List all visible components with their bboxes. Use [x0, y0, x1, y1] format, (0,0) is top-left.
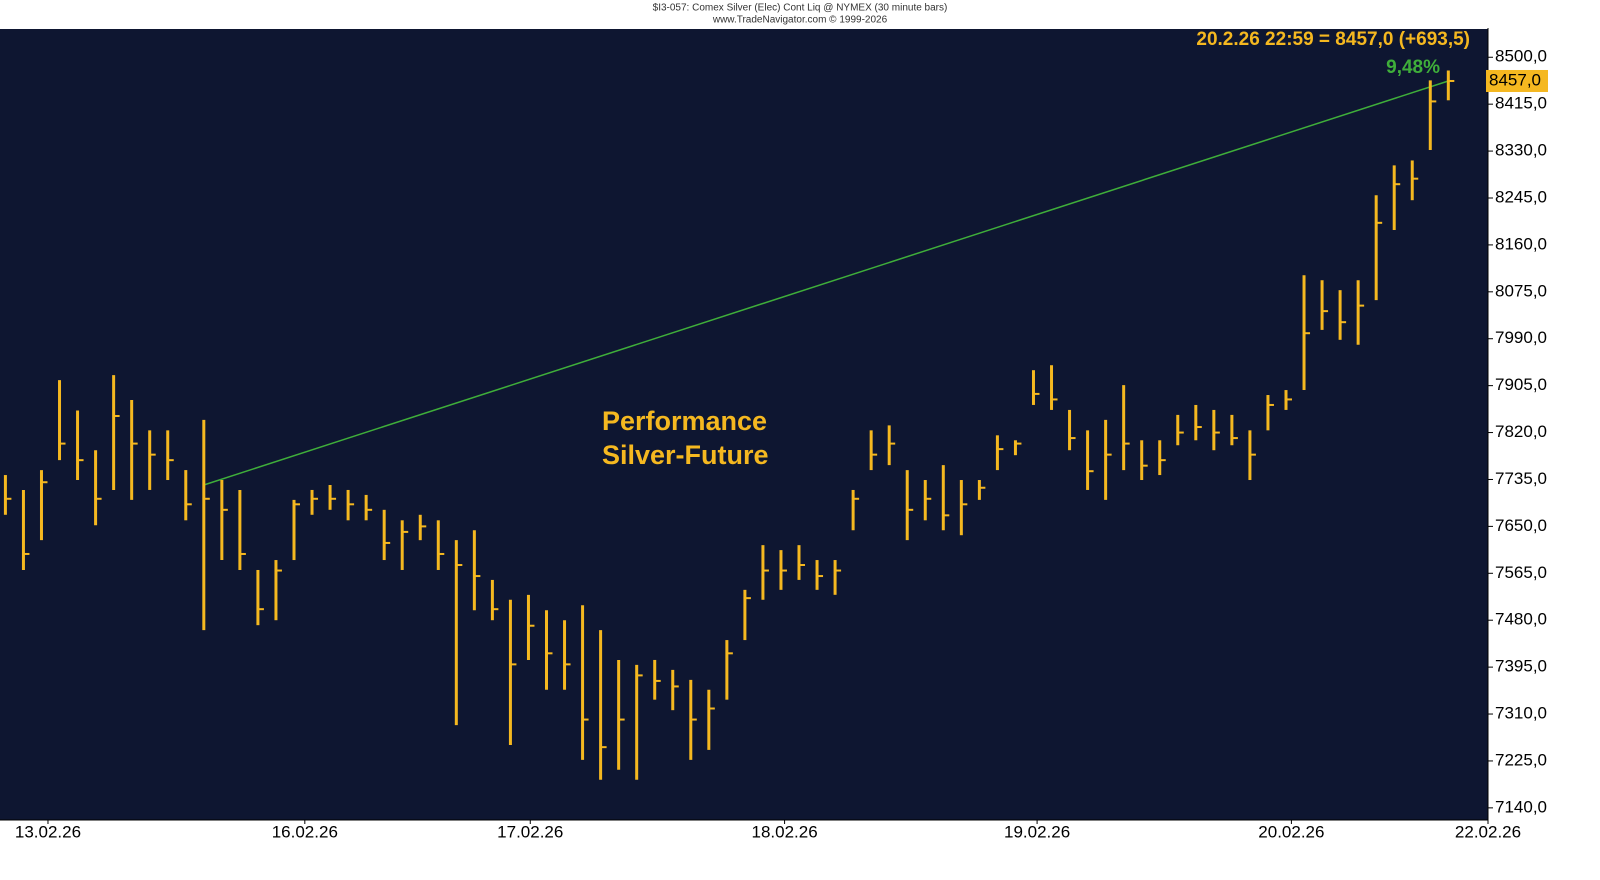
- x-tick-label: 20.02.26: [1258, 822, 1324, 841]
- y-tick-label: 7990,0: [1495, 328, 1547, 347]
- y-tick-label: 7480,0: [1495, 610, 1547, 629]
- y-tick-label: 7225,0: [1495, 750, 1547, 769]
- last-price-badge: [1486, 69, 1548, 92]
- y-tick-label: 8245,0: [1495, 187, 1547, 206]
- y-tick-label: 7905,0: [1495, 375, 1547, 394]
- y-tick-label: 7820,0: [1495, 422, 1547, 441]
- x-tick-label: 13.02.26: [15, 822, 81, 841]
- chart-title: $I3-057: Comex Silver (Elec) Cont Liq @ …: [653, 3, 948, 14]
- annotation: Silver-Future: [602, 440, 769, 470]
- y-tick-label: 7565,0: [1495, 563, 1547, 582]
- y-tick-label: 8415,0: [1495, 94, 1547, 113]
- last-info: 20.2.26 22:59 = 8457,0 (+693,5): [1196, 29, 1470, 50]
- y-tick-label: 7140,0: [1495, 797, 1547, 816]
- performance-label: 9,48%: [1386, 57, 1440, 78]
- x-tick-label: 19.02.26: [1004, 822, 1070, 841]
- y-tick-label: 7735,0: [1495, 469, 1547, 488]
- x-tick-label: 17.02.26: [497, 822, 563, 841]
- x-tick-label: 16.02.26: [272, 822, 338, 841]
- y-tick-label: 8500,0: [1495, 47, 1547, 66]
- annotation: Performance: [602, 406, 767, 436]
- x-tick-label: 22.02.26: [1455, 822, 1521, 841]
- last-price-label: 8457,0: [1489, 70, 1541, 89]
- x-tick-label: 18.02.26: [751, 822, 817, 841]
- plot-area: [0, 28, 1488, 820]
- trend-line: [203, 80, 1449, 486]
- y-tick-label: 7395,0: [1495, 657, 1547, 676]
- chart-subtitle: www.TradeNavigator.com © 1999-2026: [712, 15, 888, 26]
- y-tick-label: 8075,0: [1495, 281, 1547, 300]
- y-tick-label: 8160,0: [1495, 234, 1547, 253]
- y-tick-label: 7310,0: [1495, 704, 1547, 723]
- y-tick-label: 7650,0: [1495, 516, 1547, 535]
- y-tick-label: 8330,0: [1495, 141, 1547, 160]
